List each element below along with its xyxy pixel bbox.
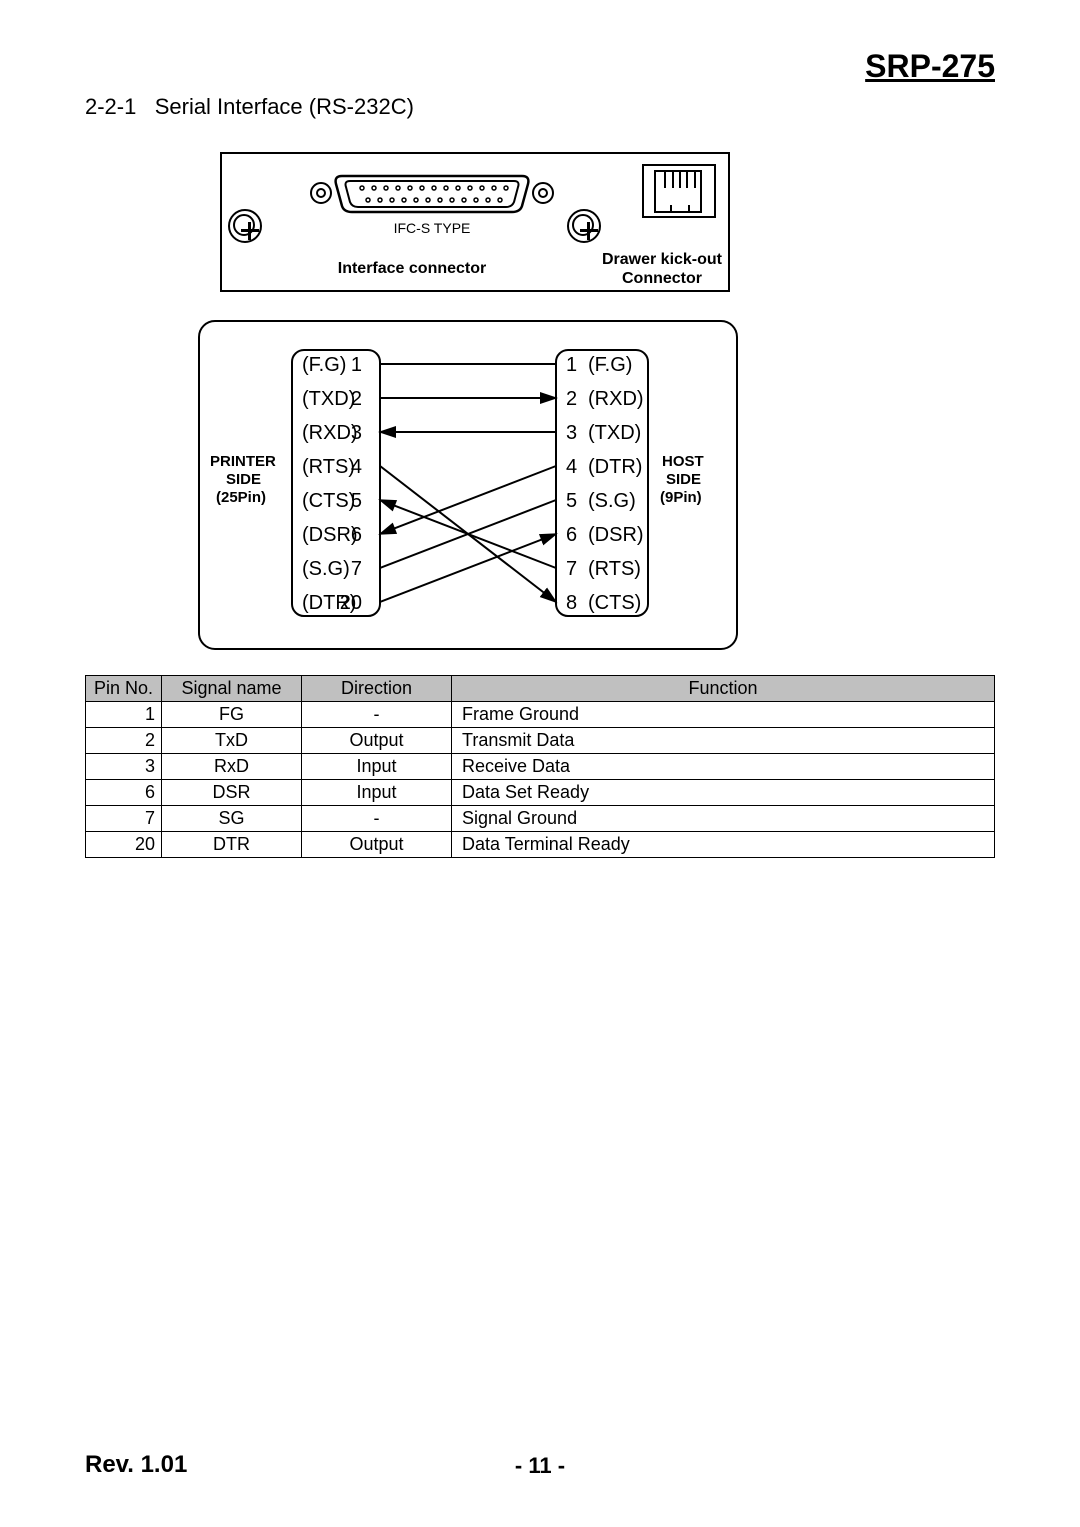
svg-text:(TXD): (TXD)	[588, 422, 641, 444]
table-cell: 3	[86, 754, 162, 780]
svg-text:7: 7	[566, 558, 577, 580]
svg-text:(CTS): (CTS)	[302, 490, 355, 512]
svg-text:2: 2	[566, 388, 577, 410]
table-row: 20DTROutputData Terminal Ready	[86, 832, 995, 858]
svg-text:(F.G): (F.G)	[302, 354, 346, 376]
svg-text:4: 4	[566, 456, 577, 478]
table-cell: Data Terminal Ready	[452, 832, 995, 858]
revision-label: Rev. 1.01	[85, 1451, 187, 1479]
svg-text:(F.G): (F.G)	[588, 354, 632, 376]
svg-text:8: 8	[566, 592, 577, 614]
connector-panel: IFC-S TYPE Interface connector Drawer ki…	[220, 152, 730, 292]
screw-hole-icon	[228, 209, 262, 243]
table-row: 2TxDOutputTransmit Data	[86, 728, 995, 754]
screw-hole-icon	[567, 209, 601, 243]
section-name: Serial Interface (RS-232C)	[155, 94, 414, 119]
svg-text:6: 6	[351, 524, 362, 546]
table-header-cell: Function	[452, 676, 995, 702]
table-header-cell: Pin No.	[86, 676, 162, 702]
table-row: 1FG-Frame Ground	[86, 702, 995, 728]
svg-text:(RXD): (RXD)	[588, 388, 644, 410]
table-row: 6DSRInputData Set Ready	[86, 780, 995, 806]
pin-table: Pin No.Signal nameDirectionFunction 1FG-…	[85, 675, 995, 858]
svg-text:7: 7	[351, 558, 362, 580]
svg-text:(S.G): (S.G)	[302, 558, 350, 580]
table-cell: Input	[302, 754, 452, 780]
svg-text:3: 3	[566, 422, 577, 444]
table-cell: Receive Data	[452, 754, 995, 780]
table-cell: DSR	[162, 780, 302, 806]
table-cell: Output	[302, 832, 452, 858]
svg-text:5: 5	[351, 490, 362, 512]
table-cell: -	[302, 806, 452, 832]
table-row: 3RxDInputReceive Data	[86, 754, 995, 780]
wiring-svg: (F.G)1(TXD)2(RXD)3(RTS)4(CTS)5(DSR)6(S.G…	[198, 320, 738, 650]
svg-text:(TXD): (TXD)	[302, 388, 355, 410]
table-cell: TxD	[162, 728, 302, 754]
table-cell: SG	[162, 806, 302, 832]
table-cell: 7	[86, 806, 162, 832]
table-row: 7SG-Signal Ground	[86, 806, 995, 832]
table-cell: RxD	[162, 754, 302, 780]
svg-text:(DTR): (DTR)	[588, 456, 642, 478]
table-cell: 20	[86, 832, 162, 858]
svg-text:1: 1	[351, 354, 362, 376]
svg-text:PRINTER: PRINTER	[210, 453, 276, 470]
table-cell: Input	[302, 780, 452, 806]
table-cell: Data Set Ready	[452, 780, 995, 806]
svg-text:5: 5	[566, 490, 577, 512]
hex-post-icon	[310, 182, 332, 204]
svg-text:(25Pin): (25Pin)	[216, 489, 266, 506]
svg-text:1: 1	[566, 354, 577, 376]
table-header-cell: Direction	[302, 676, 452, 702]
svg-text:HOST: HOST	[662, 453, 704, 470]
svg-text:(RTS): (RTS)	[588, 558, 641, 580]
svg-text:2: 2	[351, 388, 362, 410]
drawer-label-line1: Drawer kick-out	[602, 251, 722, 268]
svg-text:(S.G): (S.G)	[588, 490, 636, 512]
svg-text:SIDE: SIDE	[226, 471, 261, 488]
svg-text:(RTS): (RTS)	[302, 456, 355, 478]
hex-post-icon	[532, 182, 554, 204]
svg-text:3: 3	[351, 422, 362, 444]
table-cell: 2	[86, 728, 162, 754]
svg-text:(CTS): (CTS)	[588, 592, 641, 614]
db25-connector-drawing: IFC-S TYPE	[236, 170, 576, 250]
drawer-label-line2: Connector	[622, 270, 702, 287]
table-cell: DTR	[162, 832, 302, 858]
table-cell: FG	[162, 702, 302, 728]
interface-connector-label: Interface connector	[282, 260, 542, 278]
rj-connector-drawing	[642, 164, 716, 218]
svg-text:(RXD): (RXD)	[302, 422, 358, 444]
dshell-icon	[334, 174, 530, 214]
drawer-connector-label: Drawer kick-out Connector	[592, 250, 732, 288]
table-cell: 6	[86, 780, 162, 806]
table-header-row: Pin No.Signal nameDirectionFunction	[86, 676, 995, 702]
table-cell: Frame Ground	[452, 702, 995, 728]
section-title: 2-2-1 Serial Interface (RS-232C)	[85, 94, 414, 120]
document-model-title: SRP-275	[865, 48, 995, 85]
section-number: 2-2-1	[85, 94, 136, 119]
table-cell: 1	[86, 702, 162, 728]
table-cell: Output	[302, 728, 452, 754]
table-cell: Signal Ground	[452, 806, 995, 832]
svg-text:6: 6	[566, 524, 577, 546]
table-cell: Transmit Data	[452, 728, 995, 754]
svg-text:4: 4	[351, 456, 362, 478]
svg-text:(9Pin): (9Pin)	[660, 489, 702, 506]
wiring-diagram: (F.G)1(TXD)2(RXD)3(RTS)4(CTS)5(DSR)6(S.G…	[198, 320, 738, 650]
svg-text:(DSR): (DSR)	[588, 524, 644, 546]
svg-text:SIDE: SIDE	[666, 471, 701, 488]
svg-text:(DSR): (DSR)	[302, 524, 358, 546]
table-header-cell: Signal name	[162, 676, 302, 702]
svg-text:20: 20	[340, 592, 362, 614]
table-cell: -	[302, 702, 452, 728]
